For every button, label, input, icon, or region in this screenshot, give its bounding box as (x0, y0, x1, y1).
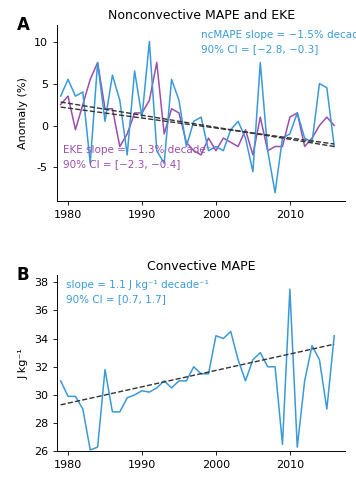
Text: slope = 1.1 J kg⁻¹ decade⁻¹
90% CI = [0.7, 1.7]: slope = 1.1 J kg⁻¹ decade⁻¹ 90% CI = [0.… (66, 280, 209, 305)
Title: Convective MAPE: Convective MAPE (147, 259, 255, 272)
Text: A: A (17, 16, 30, 34)
Text: B: B (17, 266, 29, 284)
Y-axis label: Anomaly (%): Anomaly (%) (19, 77, 28, 149)
Title: Nonconvective MAPE and EKE: Nonconvective MAPE and EKE (108, 9, 295, 22)
Y-axis label: J kg⁻¹: J kg⁻¹ (18, 348, 28, 378)
Text: EKE slope = −1.3% decade⁻¹
90% CI = [−2.3, −0.4]: EKE slope = −1.3% decade⁻¹ 90% CI = [−2.… (63, 145, 215, 169)
Text: ncMAPE slope = −1.5% decade⁻¹
90% CI = [−2.8, −0.3]: ncMAPE slope = −1.5% decade⁻¹ 90% CI = [… (201, 30, 356, 54)
